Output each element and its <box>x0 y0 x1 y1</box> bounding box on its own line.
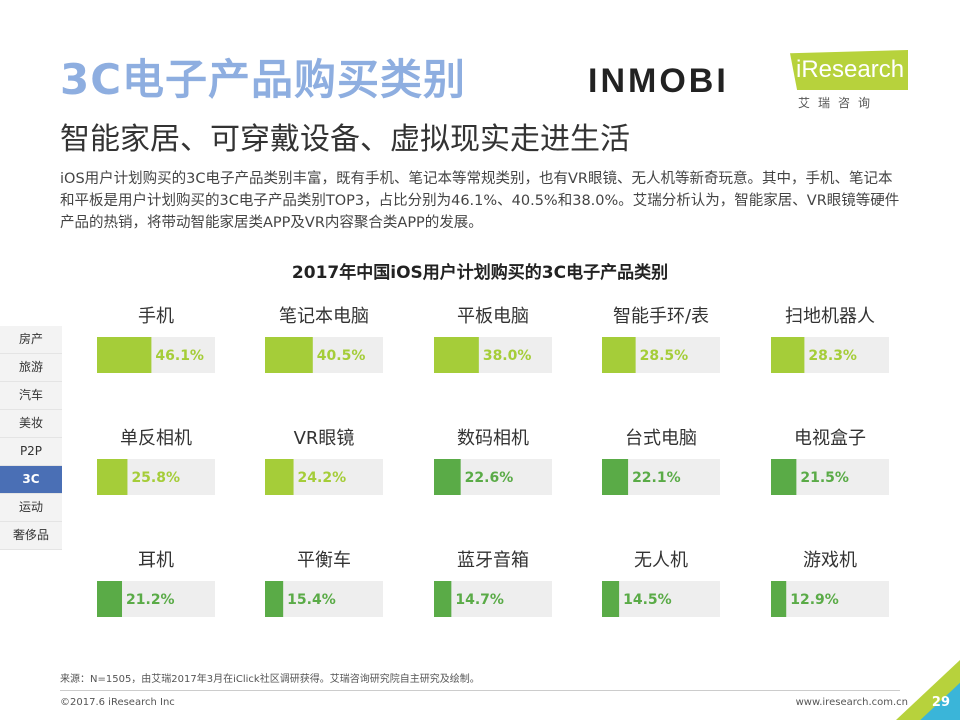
copyright: ©2017.6 iResearch Inc <box>60 697 175 708</box>
value-label: 28.5% <box>640 348 689 364</box>
category-label: 蓝牙音箱 <box>457 550 529 571</box>
bar <box>265 581 284 617</box>
chart-title: 2017年中国iOS用户计划购买的3C电子产品类别 <box>291 263 669 283</box>
iresearch-logo: iResearch <box>790 50 908 90</box>
sidebar-item[interactable]: 3C <box>0 466 62 494</box>
iresearch-logo-badge <box>790 50 908 90</box>
source-note: 来源：N=1505，由艾瑞2017年3月在iClick社区调研获得。艾瑞咨询研究… <box>60 674 480 685</box>
value-label: 15.4% <box>287 592 336 608</box>
bar <box>602 337 636 373</box>
iresearch-logo-text: iResearch <box>796 56 905 83</box>
value-label: 24.2% <box>298 470 347 486</box>
bar <box>97 459 128 495</box>
bar <box>97 581 123 617</box>
category-label: 台式电脑 <box>625 428 697 449</box>
sidebar-item[interactable]: 美妆 <box>0 410 62 438</box>
bar <box>602 459 629 495</box>
bar <box>434 459 461 495</box>
category-label: 扫地机器人 <box>785 306 875 327</box>
bar <box>434 581 452 617</box>
bar <box>771 581 787 617</box>
bar-track <box>602 581 720 617</box>
category-label: VR眼镜 <box>294 428 355 449</box>
category-label: 数码相机 <box>457 428 529 449</box>
page-title: 3C电子产品购买类别 <box>60 55 467 104</box>
value-label: 22.6% <box>465 470 514 486</box>
sidebar-item[interactable]: 汽车 <box>0 382 62 410</box>
value-label: 46.1% <box>155 348 204 364</box>
corner-decoration <box>896 660 960 720</box>
category-label: 手机 <box>138 306 174 327</box>
description: iOS用户计划购买的3C电子产品类别丰富，既有手机、笔记本等常规类别，也有VR眼… <box>60 171 900 231</box>
value-label: 40.5% <box>317 348 366 364</box>
sidebar-nav: 房产 旅游 汽车 美妆 P2P 3C 运动 奢侈品 <box>0 326 62 550</box>
value-label: 21.2% <box>126 592 175 608</box>
category-label: 单反相机 <box>120 428 192 449</box>
page-number: 29 <box>931 695 950 710</box>
value-label: 12.9% <box>790 592 839 608</box>
inmobi-logo: INMOBI <box>588 62 729 100</box>
value-label: 21.5% <box>800 470 849 486</box>
sidebar-item[interactable]: 旅游 <box>0 354 62 382</box>
category-label: 电视盒子 <box>794 428 866 449</box>
category-label: 无人机 <box>634 550 688 571</box>
bar <box>97 337 152 373</box>
footer-url: www.iresearch.com.cn <box>795 697 908 708</box>
category-label: 耳机 <box>138 550 174 571</box>
category-label: 游戏机 <box>803 550 857 571</box>
category-label: 平衡车 <box>297 550 351 571</box>
category-label: 笔记本电脑 <box>279 306 369 327</box>
sidebar-item[interactable]: P2P <box>0 438 62 466</box>
category-label: 平板电脑 <box>457 306 529 327</box>
iresearch-logo-cn: 艾瑞咨询 <box>798 96 879 110</box>
value-label: 22.1% <box>632 470 681 486</box>
value-label: 25.8% <box>131 470 180 486</box>
value-label: 28.3% <box>808 348 857 364</box>
sidebar-item[interactable]: 房产 <box>0 326 62 354</box>
footer-divider <box>60 690 900 691</box>
value-label: 14.5% <box>623 592 672 608</box>
value-label: 14.7% <box>455 592 504 608</box>
bar <box>434 337 479 373</box>
sidebar-item[interactable]: 运动 <box>0 494 62 522</box>
bar-track <box>265 581 383 617</box>
page-subtitle: 智能家居、可穿戴设备、虚拟现实走进生活 <box>60 122 630 157</box>
bar <box>771 459 797 495</box>
bar <box>265 459 294 495</box>
sidebar-item[interactable]: 奢侈品 <box>0 522 62 550</box>
bar-track <box>434 581 552 617</box>
bar-track <box>771 581 889 617</box>
value-label: 38.0% <box>483 348 532 364</box>
bar <box>265 337 313 373</box>
category-label: 智能手环/表 <box>613 306 709 327</box>
bar <box>602 581 620 617</box>
bar <box>771 337 805 373</box>
